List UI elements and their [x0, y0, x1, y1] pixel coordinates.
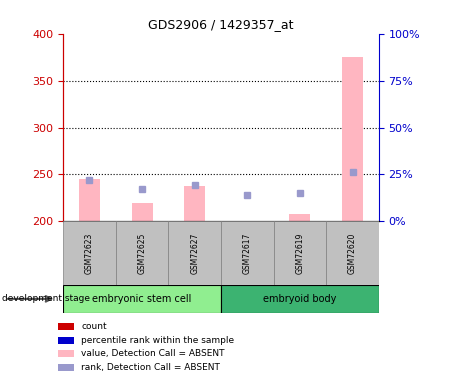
Text: embryoid body: embryoid body [263, 294, 336, 304]
Text: GSM72617: GSM72617 [243, 232, 252, 274]
Bar [116, 221, 168, 285]
Text: development stage: development stage [2, 294, 90, 303]
Bar [221, 285, 379, 313]
Bar [342, 57, 363, 221]
Bar [58, 337, 74, 344]
Bar [58, 364, 74, 371]
Text: GSM72627: GSM72627 [190, 232, 199, 274]
Text: GSM72619: GSM72619 [295, 232, 304, 274]
Text: GSM72625: GSM72625 [138, 232, 147, 274]
Bar [221, 221, 274, 285]
Text: percentile rank within the sample: percentile rank within the sample [81, 336, 235, 345]
Text: embryonic stem cell: embryonic stem cell [92, 294, 192, 304]
Text: GSM72623: GSM72623 [85, 232, 94, 274]
Bar [63, 221, 116, 285]
Text: count: count [81, 322, 107, 331]
Text: GSM72620: GSM72620 [348, 232, 357, 274]
Title: GDS2906 / 1429357_at: GDS2906 / 1429357_at [148, 18, 294, 31]
Bar [79, 179, 100, 221]
Bar [63, 285, 221, 313]
Bar [274, 221, 326, 285]
Bar [326, 221, 379, 285]
Bar [184, 186, 205, 221]
Text: rank, Detection Call = ABSENT: rank, Detection Call = ABSENT [81, 363, 220, 372]
Bar [58, 350, 74, 357]
Text: value, Detection Call = ABSENT: value, Detection Call = ABSENT [81, 349, 225, 358]
Bar [132, 202, 152, 221]
Bar [168, 221, 221, 285]
Bar [58, 323, 74, 330]
Bar [290, 214, 310, 221]
